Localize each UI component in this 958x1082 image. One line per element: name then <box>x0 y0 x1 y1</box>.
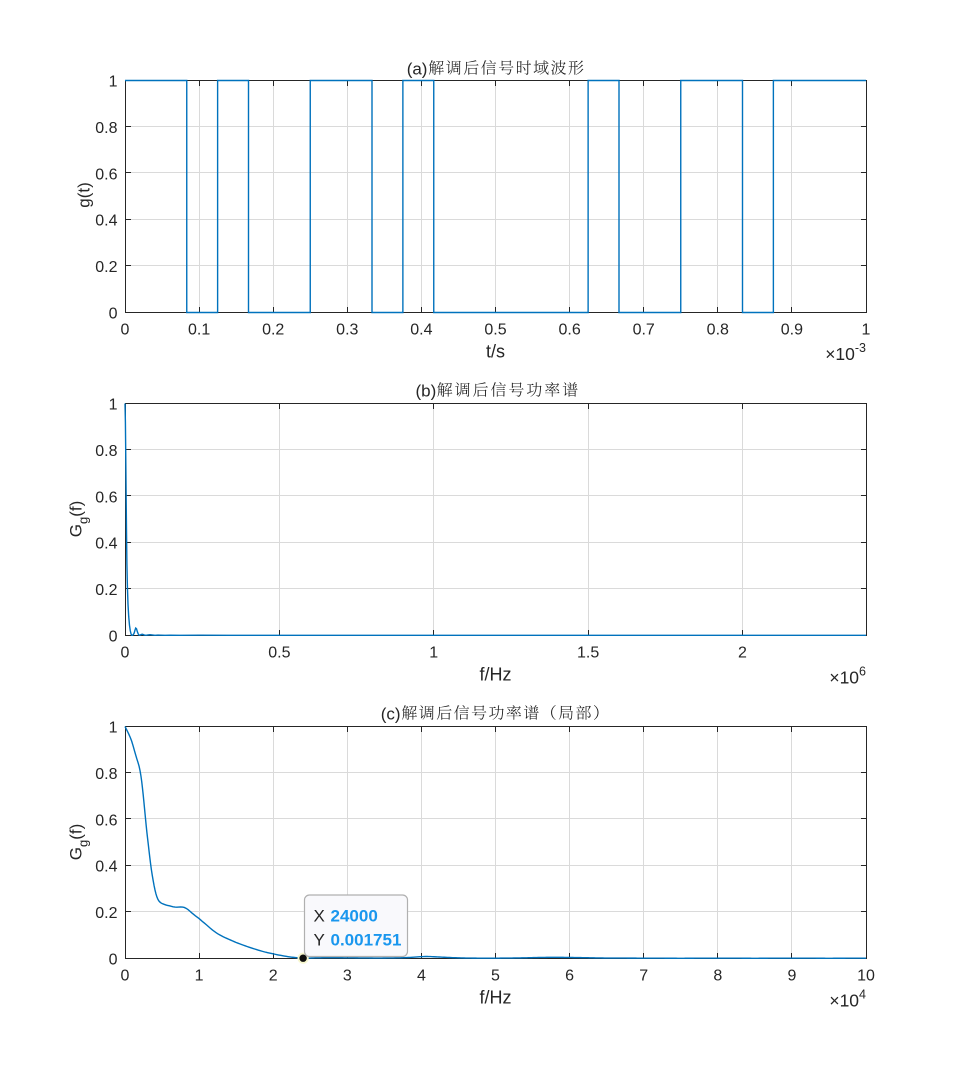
svg-text:0.2: 0.2 <box>95 259 117 276</box>
svg-text:2: 2 <box>269 968 278 985</box>
svg-text:0.4: 0.4 <box>95 859 117 876</box>
svg-text:(c): (c) <box>381 704 401 723</box>
svg-text:2: 2 <box>738 645 747 662</box>
svg-text:1: 1 <box>109 720 118 737</box>
svg-text:0.6: 0.6 <box>95 812 117 829</box>
svg-text:g(t): g(t) <box>75 182 94 208</box>
svg-text:0.6: 0.6 <box>95 166 117 183</box>
svg-text:0.9: 0.9 <box>781 322 803 339</box>
svg-text:9: 9 <box>787 968 796 985</box>
svg-text:0: 0 <box>109 306 118 323</box>
svg-text:(a): (a) <box>407 59 428 78</box>
svg-text:8: 8 <box>713 968 722 985</box>
svg-text:5: 5 <box>491 968 500 985</box>
svg-text:0.7: 0.7 <box>633 322 655 339</box>
svg-text:X 24000: X 24000 <box>314 907 378 926</box>
svg-text:0.8: 0.8 <box>707 322 729 339</box>
svg-text:0.8: 0.8 <box>95 120 117 137</box>
svg-text:f/Hz: f/Hz <box>479 988 511 1008</box>
svg-text:1: 1 <box>429 645 438 662</box>
svg-text:Y 0.001751: Y 0.001751 <box>314 931 402 950</box>
svg-text:4: 4 <box>417 968 426 985</box>
svg-text:0.2: 0.2 <box>95 582 117 599</box>
svg-text:0.4: 0.4 <box>410 322 432 339</box>
svg-text:(b): (b) <box>416 381 437 400</box>
svg-text:0.8: 0.8 <box>95 766 117 783</box>
svg-text:0.2: 0.2 <box>262 322 284 339</box>
svg-text:0.6: 0.6 <box>558 322 580 339</box>
svg-text:×104: ×104 <box>829 988 866 1011</box>
svg-text:1.5: 1.5 <box>577 645 599 662</box>
svg-text:0: 0 <box>121 968 130 985</box>
svg-text:t/s: t/s <box>486 342 505 362</box>
svg-text:×106: ×106 <box>829 665 866 688</box>
svg-text:0.4: 0.4 <box>95 213 117 230</box>
svg-text:f/Hz: f/Hz <box>479 665 511 685</box>
svg-text:1: 1 <box>109 397 118 414</box>
svg-text:3: 3 <box>343 968 352 985</box>
svg-text:0: 0 <box>121 322 130 339</box>
svg-text:0.1: 0.1 <box>188 322 210 339</box>
svg-text:0.5: 0.5 <box>268 645 290 662</box>
svg-text:0.3: 0.3 <box>336 322 358 339</box>
svg-text:0: 0 <box>109 629 118 646</box>
svg-text:0.4: 0.4 <box>95 536 117 553</box>
svg-text:7: 7 <box>639 968 648 985</box>
svg-text:0.6: 0.6 <box>95 489 117 506</box>
svg-text:0.5: 0.5 <box>484 322 506 339</box>
svg-text:1: 1 <box>195 968 204 985</box>
svg-text:6: 6 <box>565 968 574 985</box>
svg-text:10: 10 <box>857 968 875 985</box>
svg-text:0: 0 <box>121 645 130 662</box>
svg-text:1: 1 <box>109 74 118 91</box>
svg-text:0.8: 0.8 <box>95 443 117 460</box>
svg-text:0: 0 <box>109 952 118 969</box>
svg-text:0.2: 0.2 <box>95 905 117 922</box>
svg-text:1: 1 <box>862 322 871 339</box>
